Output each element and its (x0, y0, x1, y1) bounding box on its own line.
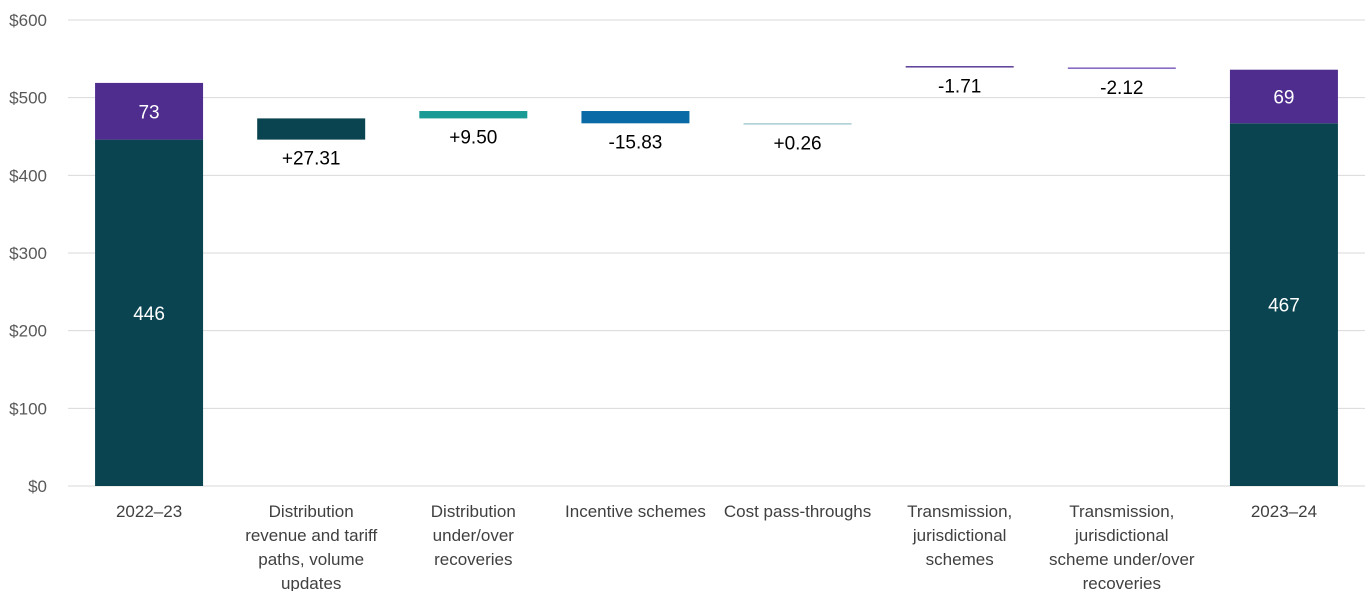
gridlines (68, 19, 1365, 487)
y-tick-label: $600 (9, 11, 47, 30)
y-tick-label: $500 (9, 89, 47, 108)
data-label: +27.31 (282, 149, 341, 170)
change-bar (581, 111, 690, 124)
change-bar (419, 111, 528, 119)
y-tick-label: $300 (9, 244, 47, 263)
change-bar (1067, 67, 1176, 70)
x-category-label: jurisdictional (912, 526, 1007, 545)
data-label: -1.71 (938, 77, 981, 98)
x-category-label: Distribution (431, 502, 516, 521)
x-category-label: under/over (433, 526, 515, 545)
x-category-label: Transmission, (1069, 502, 1174, 521)
data-label: 73 (138, 102, 159, 123)
data-label: -15.83 (609, 132, 663, 153)
x-category-label: jurisdictional (1074, 526, 1169, 545)
change-bar (905, 66, 1014, 68)
x-category-label: updates (281, 574, 342, 591)
y-tick-label: $200 (9, 322, 47, 341)
x-axis-categories: 2022–23 Distribution revenue and tariff pat… (116, 502, 1317, 591)
data-label: +9.50 (449, 127, 497, 148)
data-label: 69 (1273, 88, 1294, 109)
y-axis-ticks: $0 $100 $200 $300 $400 $500 $600 (9, 11, 47, 496)
data-label: -2.12 (1100, 78, 1143, 99)
data-labels: 446 73 467 69 +27.31 +9.50 -15.83 +0.26 -1.71 -2.… (133, 77, 1300, 325)
bars (95, 66, 1338, 487)
total-bar-segment (1229, 69, 1338, 124)
x-category-label: revenue and tariff (245, 526, 377, 545)
x-category-label: schemes (926, 550, 994, 569)
x-category-label: recoveries (434, 550, 512, 569)
total-bar-segment (95, 82, 204, 140)
data-label: 467 (1268, 296, 1300, 317)
x-category-label: 2022–23 (116, 502, 182, 521)
y-tick-label: $400 (9, 166, 47, 185)
x-category-label: 2023–24 (1251, 502, 1317, 521)
total-bar-segment (1229, 123, 1338, 487)
change-bar (743, 123, 852, 125)
x-category-label: Transmission, (907, 502, 1012, 521)
total-bar-segment (95, 139, 204, 486)
change-bar (257, 118, 366, 140)
x-category-label: Cost pass-throughs (724, 502, 871, 521)
x-category-label: recoveries (1083, 574, 1161, 591)
x-category-label: scheme under/over (1049, 550, 1195, 569)
x-category-label: Distribution (269, 502, 354, 521)
x-category-label: paths, volume (258, 550, 364, 569)
x-category-label: Incentive schemes (565, 502, 706, 521)
y-tick-label: $100 (9, 399, 47, 418)
data-label: 446 (133, 304, 165, 325)
y-tick-label: $0 (28, 477, 47, 496)
data-label: +0.26 (774, 134, 822, 155)
